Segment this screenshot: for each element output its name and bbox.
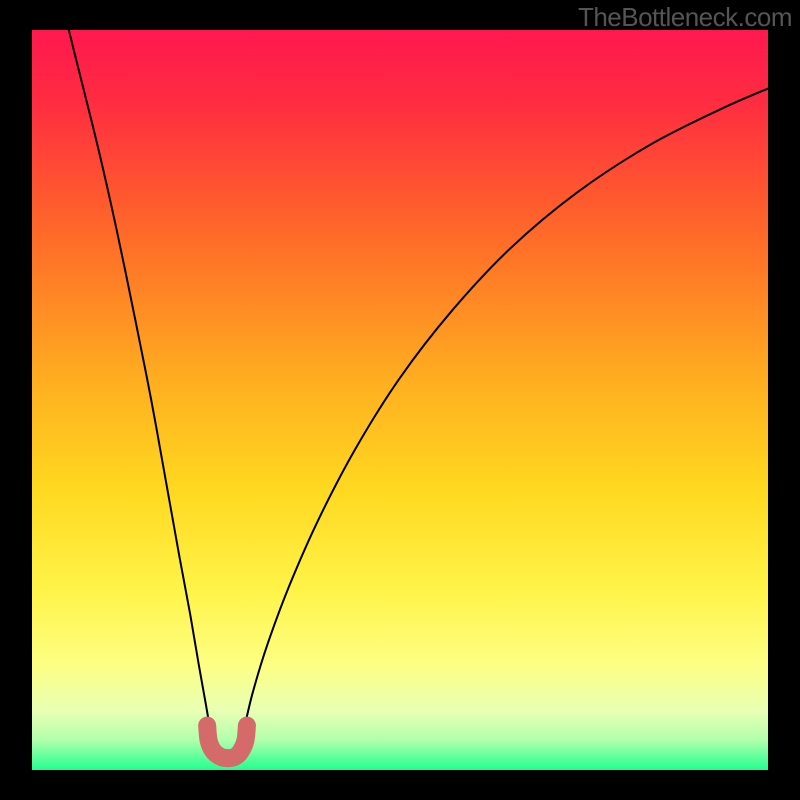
bottleneck-chart [32,30,768,770]
watermark-text: TheBottleneck.com [578,2,792,33]
chart-frame: TheBottleneck.com [0,0,800,800]
